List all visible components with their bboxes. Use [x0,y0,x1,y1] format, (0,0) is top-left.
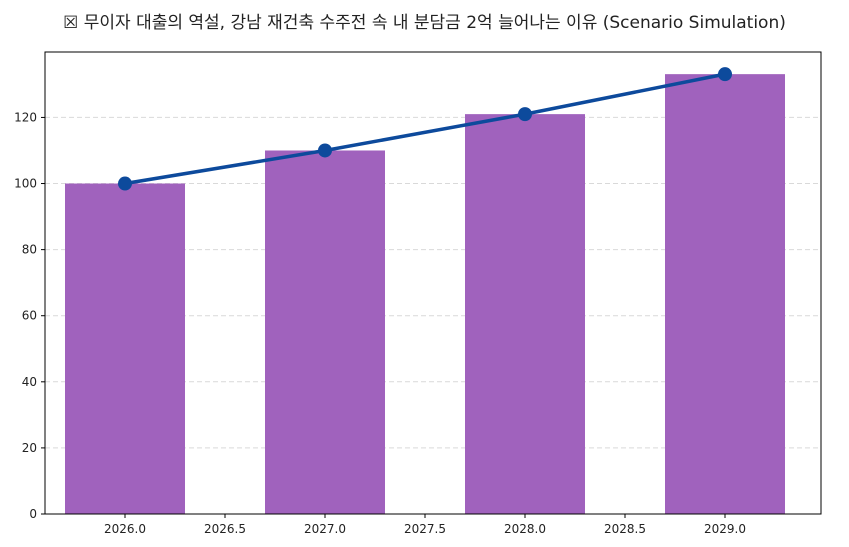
x-tick-label: 2028.5 [604,522,646,536]
x-tick-label: 2027.0 [304,522,346,536]
bar [265,150,385,514]
x-tick-label: 2027.5 [404,522,446,536]
x-axis: 2026.0 2026.5 2027.0 2027.5 2028.0 2028.5 2029… [104,514,746,536]
line-point [318,143,332,158]
x-tick-label: 2026.0 [104,522,146,536]
bar [665,74,785,514]
chart-title: ☒ 무이자 대출의 역설, 강남 재건축 수주전 속 내 분담금 2억 늘어나는… [63,13,786,33]
x-tick-label: 2029.0 [704,522,746,536]
y-tick-label: 0 [29,507,37,521]
y-tick-label: 20 [22,441,37,455]
bar-series [65,74,785,514]
line-series [118,67,732,191]
y-tick-label: 60 [22,309,37,323]
x-tick-label: 2026.5 [204,522,246,536]
line-point [718,67,732,82]
y-axis: 0 20 40 60 80 100 120 [14,110,45,521]
y-tick-label: 100 [14,177,37,191]
x-tick-label: 2028.0 [504,522,546,536]
y-tick-label: 40 [22,375,37,389]
line-point [518,107,532,122]
line-point [118,176,132,191]
bar [65,183,185,514]
bar [465,114,585,514]
y-tick-label: 80 [22,243,37,257]
series-line [124,72,726,186]
plot-frame [44,51,822,515]
y-tick-label: 120 [14,110,37,124]
